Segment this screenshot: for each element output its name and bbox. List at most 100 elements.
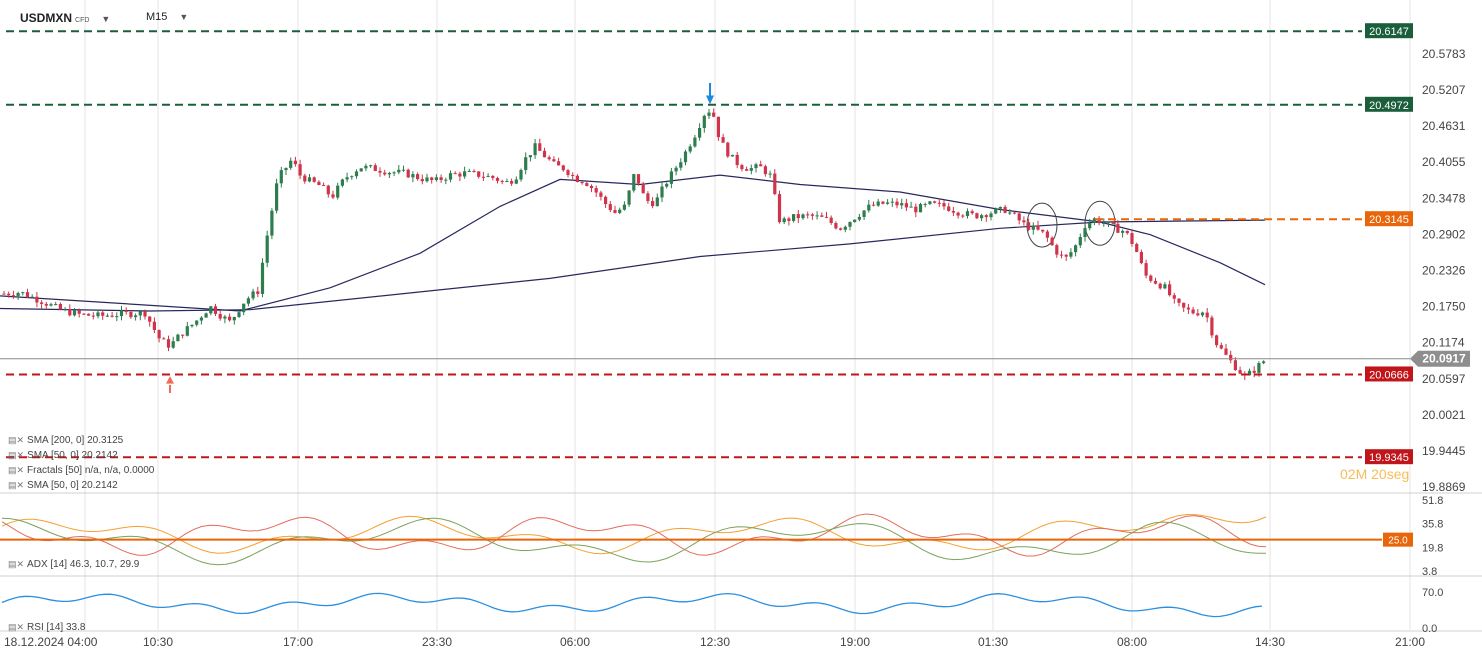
candle-body	[265, 235, 269, 263]
chevron-down-icon[interactable]: ▼	[101, 14, 111, 24]
candle-body	[1050, 237, 1054, 246]
candle-body	[82, 313, 86, 315]
candle-body	[345, 177, 349, 180]
adx-panel: 25.0 51.8 35.8 19.8 3.8	[0, 495, 1443, 578]
candle-body	[223, 316, 227, 319]
adx-tick-label: 19.8	[1422, 542, 1443, 554]
candle-body	[1069, 252, 1073, 257]
candle-body	[510, 181, 514, 184]
candle-body	[416, 174, 420, 180]
candle-body	[35, 296, 39, 303]
candle-body	[54, 304, 58, 306]
candle-body	[980, 215, 984, 219]
level-tag	[1365, 23, 1413, 39]
candle-body	[307, 177, 312, 182]
candle-body	[1088, 222, 1092, 229]
candle-body	[162, 338, 166, 340]
candle-body	[1130, 233, 1134, 244]
candle-body	[763, 166, 767, 175]
candle-body	[336, 185, 340, 198]
candle-body	[862, 210, 866, 217]
candle-body	[110, 315, 114, 317]
candle-body	[1078, 237, 1082, 246]
candle-body	[580, 182, 584, 184]
fractal-markers	[166, 82, 714, 393]
candle-body	[176, 334, 180, 342]
current-price-tag	[1410, 350, 1470, 367]
candle-body	[547, 157, 551, 160]
candle-body	[77, 310, 81, 314]
candle-body	[542, 150, 547, 158]
candle-body	[1017, 213, 1021, 221]
candle-body	[839, 228, 843, 230]
rsi-legend[interactable]: ▤✕ RSI [14] 33.8	[8, 622, 86, 633]
candle-body	[218, 313, 222, 319]
candle-body	[1163, 284, 1167, 289]
candle-body	[2, 293, 6, 295]
chevron-down-icon[interactable]: ▼	[179, 12, 189, 22]
time-axis[interactable]: 18.12.2024 04:00 10:30 17:00 23:30 06:00 12:3…	[4, 635, 1425, 649]
candle-body	[1045, 231, 1049, 238]
legend-sma50b[interactable]: ▤✕ SMA [50, 0] 20.2142	[8, 480, 118, 491]
candle-body	[331, 194, 335, 198]
candle-body	[669, 171, 673, 184]
candle-body	[256, 291, 260, 294]
candle-body	[21, 292, 25, 294]
candle-body	[87, 313, 91, 316]
candle-body	[707, 112, 711, 116]
candle-body	[486, 175, 490, 177]
candle-body	[298, 164, 302, 176]
rsi-line	[1, 592, 1263, 618]
adx-legend[interactable]: ▤✕ ADX [14] 46.3, 10.7, 29.9	[8, 559, 140, 570]
candle-body	[613, 210, 617, 213]
price-axis[interactable]: 20.5783 20.5207 20.4631 20.4055 20.3478 20.29…	[1422, 47, 1466, 494]
candle-body	[608, 204, 612, 211]
candle-body	[777, 194, 782, 223]
candle-body	[63, 308, 67, 310]
rsi-tick-label: 0.0	[1422, 623, 1437, 635]
candle-body	[1121, 230, 1125, 233]
candle-body	[1083, 228, 1087, 238]
price-tick-label: 20.3478	[1422, 191, 1466, 205]
candle-body	[134, 315, 138, 318]
candle-body	[425, 177, 429, 182]
candle-body	[702, 115, 706, 128]
legend-fractals[interactable]: ▤✕ Fractals [50] n/a, n/a, 0.0000	[8, 465, 155, 476]
candle-body	[1252, 370, 1256, 373]
candle-body	[1106, 221, 1111, 223]
candle-body	[11, 295, 15, 297]
candle-body	[820, 215, 824, 217]
candle-body	[148, 316, 152, 322]
candle-body	[171, 341, 175, 348]
candle-body	[735, 154, 739, 166]
candle-body	[209, 306, 213, 314]
candle-body	[1036, 225, 1040, 230]
horizontal-levels[interactable]: 20.6147 20.4972 20.3145 20.0666 19.9345 20.09…	[0, 23, 1470, 465]
candle-body	[796, 214, 800, 219]
time-tick-label: 17:00	[283, 635, 313, 649]
adx-level-value: 25.0	[1388, 536, 1408, 547]
candle-body	[998, 206, 1002, 209]
legend-sma200[interactable]: ▤✕ SMA [200, 0] 20.3125	[8, 435, 124, 446]
timeframe-selector[interactable]: M15 ▼	[146, 11, 188, 23]
candle-body	[270, 210, 274, 236]
symbol-selector[interactable]: USDMXN CFD ▼	[20, 11, 110, 25]
candle-body	[378, 170, 382, 173]
settings-icon: ▤✕	[8, 559, 25, 569]
candle-body	[397, 169, 401, 173]
candle-body	[895, 201, 899, 206]
candle-body	[157, 330, 161, 339]
candle-body	[58, 304, 62, 310]
candle-body	[1008, 212, 1012, 214]
candle-body	[213, 306, 218, 314]
time-tick-label: 12:30	[700, 635, 730, 649]
candle-body	[467, 170, 471, 172]
candle-body	[190, 324, 194, 327]
candle-body	[923, 203, 927, 205]
legend-sma50[interactable]: ▤✕ SMA [50, 0] 20.2142	[8, 450, 118, 461]
candle-body	[871, 204, 876, 206]
candle-body	[44, 303, 48, 306]
candle-body	[970, 211, 974, 214]
candle-body	[937, 202, 941, 204]
